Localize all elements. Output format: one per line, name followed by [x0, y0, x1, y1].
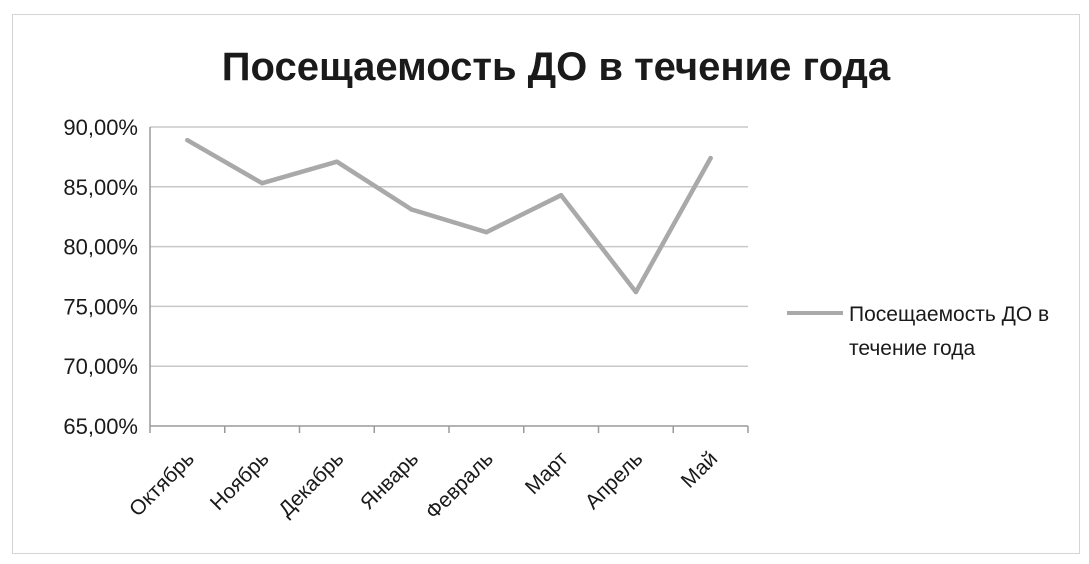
x-tick-label: Январь [356, 447, 423, 514]
legend: Посещаемость ДО в течение года [787, 303, 1049, 360]
y-tick-label: 85,00% [63, 175, 138, 200]
data-point [633, 289, 639, 295]
data-point [409, 207, 414, 212]
series-line [185, 137, 713, 295]
data-point [259, 181, 265, 186]
y-tick-label: 65,00% [63, 414, 138, 439]
data-point [334, 159, 340, 164]
x-tick-label: Декабрь [274, 447, 348, 521]
chart-title: Посещаемость ДО в течение года [222, 45, 891, 89]
y-tick-label: 80,00% [63, 235, 138, 260]
x-tick-label: Ноябрь [206, 447, 274, 515]
x-tick-label: Май [677, 447, 722, 492]
legend-label-line-2: течение года [849, 337, 975, 360]
data-point [484, 230, 489, 235]
data-point [185, 137, 190, 143]
x-tick-label: Апрель [581, 447, 648, 514]
gridlines [150, 126, 748, 367]
line-chart: Посещаемость ДО в течение года 90,00% 85,… [63, 45, 1049, 524]
y-tick-label: 75,00% [63, 294, 138, 319]
y-tick-labels: 90,00% 85,00% 80,00% 75,00% 70,00% 65,00% [63, 115, 138, 439]
data-point [558, 192, 564, 198]
series-layer [185, 137, 713, 295]
y-tick-label: 90,00% [63, 115, 138, 140]
legend-label-line-1: Посещаемость ДО в [849, 303, 1049, 326]
x-tick-label: Март [521, 447, 573, 499]
chart-frame: Посещаемость ДО в течение года 90,00% 85,… [12, 14, 1080, 554]
y-tick-label: 70,00% [63, 354, 138, 379]
x-tick-label: Февраль [421, 447, 498, 524]
axes [149, 127, 749, 433]
data-point [708, 155, 713, 161]
x-tick-label: Октябрь [125, 447, 199, 521]
